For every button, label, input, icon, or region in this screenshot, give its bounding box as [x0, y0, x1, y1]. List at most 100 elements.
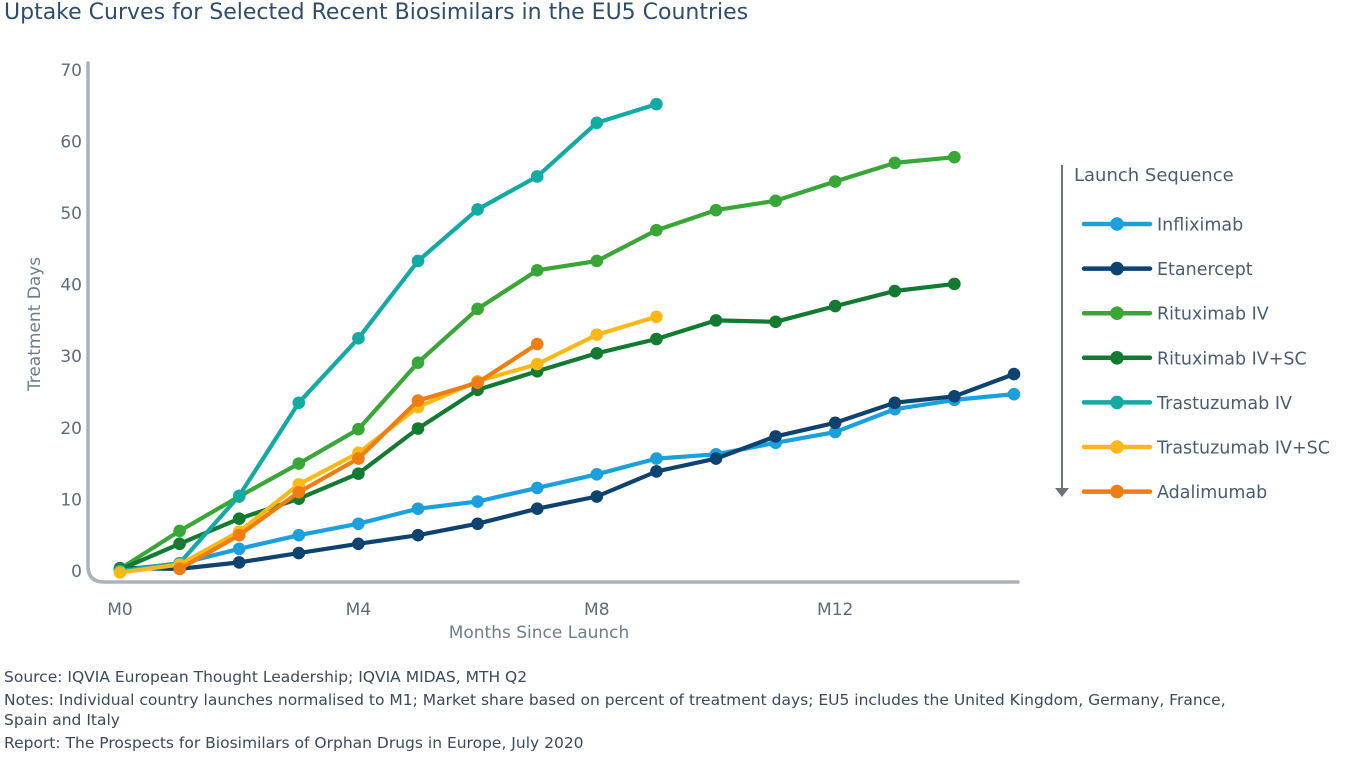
data-point-rituximab-iv [948, 150, 961, 164]
legend-swatch-marker [1110, 440, 1124, 454]
data-point-rituximab-iv-sc [888, 284, 902, 298]
data-point-etanercept [888, 396, 902, 410]
notes-line-1: Notes: Individual country launches norma… [4, 691, 1226, 709]
legend-swatch-marker [1110, 306, 1124, 321]
data-point-trastuzumab-iv [292, 396, 306, 410]
data-point-trastuzumab-iv-sc [650, 310, 663, 324]
legend-label: Etanercept [1157, 260, 1253, 280]
data-point-rituximab-iv-sc [173, 537, 186, 551]
legend-label: Trastuzumab IV+SC [1156, 439, 1330, 459]
series-line-etanercept [117, 372, 1017, 572]
y-tick-label: 50 [60, 204, 82, 224]
data-point-adalimumab [352, 452, 365, 465]
data-point-etanercept [769, 430, 782, 443]
data-point-trastuzumab-iv-sc [530, 357, 544, 371]
data-point-trastuzumab-iv-sc [590, 328, 604, 342]
y-axis-title: Treatment Days [25, 257, 45, 392]
data-point-rituximab-iv [352, 422, 365, 436]
x-tick-label: M12 [817, 600, 853, 620]
x-tick-label: M4 [346, 600, 371, 620]
chart-title: Uptake Curves for Selected Recent Biosim… [4, 0, 749, 25]
data-point-rituximab-iv-sc [709, 314, 723, 327]
data-point-rituximab-iv [828, 175, 842, 188]
data-point-rituximab-iv [650, 223, 663, 237]
data-point-etanercept [828, 416, 842, 430]
notes-line-2: Spain and Italy [4, 711, 120, 729]
data-point-adalimumab [530, 337, 544, 351]
axis-line [86, 61, 1020, 584]
series-trastuzumab-iv [113, 97, 663, 578]
data-point-etanercept [292, 546, 306, 560]
data-point-adalimumab [471, 376, 484, 389]
y-tick-label: 20 [60, 419, 82, 439]
legend-items: Infliximab Etanercept Rituximab IV Rituxima… [1055, 165, 1330, 503]
data-point-etanercept [948, 389, 961, 403]
legend-item-etanercept: Etanercept [1081, 260, 1253, 280]
data-point-infliximab [650, 452, 663, 465]
legend-label: Rituximab IV [1157, 305, 1269, 325]
down-arrow-icon [1055, 488, 1069, 497]
data-point-rituximab-iv-sc [411, 422, 425, 435]
legend-swatch-marker [1110, 261, 1124, 276]
legend-item-trastuzumab-iv-sc: Trastuzumab IV+SC [1081, 439, 1330, 459]
data-point-rituximab-iv [888, 156, 902, 170]
data-point-rituximab-iv-sc [828, 299, 842, 313]
y-tick-label: 70 [60, 61, 82, 81]
data-point-rituximab-iv-sc [769, 315, 782, 329]
x-tick-label: M8 [584, 600, 609, 620]
data-point-infliximab [590, 468, 604, 481]
y-tick-label: 30 [60, 347, 82, 367]
data-point-etanercept [1007, 367, 1021, 381]
series-rituximab-iv-sc [113, 277, 961, 576]
data-point-infliximab [530, 481, 544, 495]
data-point-rituximab-iv-sc [232, 512, 246, 526]
data-point-rituximab-iv [590, 254, 604, 268]
data-point-trastuzumab-iv [352, 332, 365, 345]
data-point-rituximab-iv [471, 302, 484, 316]
data-point-adalimumab [232, 528, 246, 542]
series-etanercept [113, 367, 1021, 576]
legend-label: Trastuzumab IV [1156, 394, 1292, 414]
data-point-etanercept [352, 537, 365, 551]
data-point-etanercept [471, 517, 484, 531]
legend-item-adalimumab: Adalimumab [1081, 483, 1267, 503]
y-tick-label: 40 [60, 276, 82, 296]
data-point-etanercept [650, 465, 663, 478]
legend-label: Rituximab IV+SC [1157, 349, 1307, 369]
data-point-rituximab-iv [411, 356, 425, 369]
legend-swatch-marker [1110, 217, 1124, 231]
y-tick-labels: 0 10 20 30 40 50 60 70 [60, 61, 82, 582]
data-point-etanercept [411, 528, 425, 542]
data-point-rituximab-iv-sc [352, 467, 365, 480]
data-point-etanercept [709, 452, 723, 465]
data-point-infliximab [232, 542, 246, 556]
data-point-etanercept [590, 490, 604, 503]
report-note: Report: The Prospects for Biosimilars of… [4, 734, 584, 752]
data-point-trastuzumab-iv [411, 254, 425, 268]
data-point-trastuzumab-iv-sc [113, 566, 127, 579]
legend-swatch-marker [1110, 484, 1124, 499]
data-point-adalimumab [173, 562, 186, 576]
legend-item-rituximab-iv: Rituximab IV [1081, 305, 1269, 325]
data-point-infliximab [352, 517, 365, 531]
legend: Launch Sequence Infliximab Etanercept Ritu… [1055, 165, 1330, 503]
data-point-etanercept [530, 502, 544, 516]
data-point-trastuzumab-iv [590, 116, 604, 130]
data-point-infliximab [292, 528, 306, 542]
data-point-infliximab [411, 502, 425, 516]
legend-title: Launch Sequence [1074, 165, 1234, 186]
legend-item-rituximab-iv-sc: Rituximab IV+SC [1081, 349, 1307, 369]
data-point-rituximab-iv-sc [948, 277, 961, 291]
data-point-adalimumab [292, 485, 306, 499]
y-tick-label: 60 [60, 132, 82, 152]
legend-swatch-marker [1110, 395, 1124, 410]
data-point-rituximab-iv [709, 203, 723, 217]
data-point-trastuzumab-iv [650, 97, 663, 111]
x-axis-title: Months Since Launch [449, 623, 630, 643]
x-tick-labels: M0 M4 M8 M12 [107, 600, 853, 620]
data-point-rituximab-iv-sc [590, 347, 604, 360]
y-tick-label: 0 [71, 562, 82, 582]
data-point-rituximab-iv [530, 263, 544, 277]
data-point-trastuzumab-iv [530, 170, 544, 183]
